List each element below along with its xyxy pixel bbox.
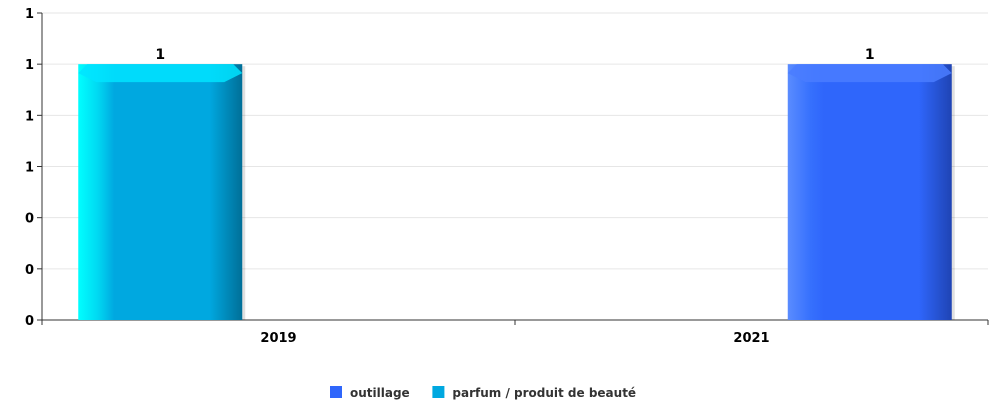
y-tick-label: 1	[25, 7, 34, 22]
legend-label: parfum / produit de beauté	[452, 386, 636, 400]
data-label: 1	[155, 47, 165, 63]
y-tick-label: 0	[25, 212, 34, 227]
bar-parfum / produit de beauté	[78, 64, 243, 321]
y-tick-label: 0	[25, 263, 34, 278]
bars	[78, 64, 955, 321]
y-tick-label: 1	[25, 161, 34, 176]
y-tick-label: 0	[25, 314, 34, 329]
legend-swatch-parfum / produit de beauté	[432, 386, 445, 398]
bar-outillage	[787, 64, 952, 321]
x-tick-label: 2021	[733, 331, 769, 346]
legend[interactable]: outillage parfum / produit de beauté	[330, 386, 636, 400]
bar-bevel	[78, 64, 243, 83]
y-tick-label: 1	[25, 58, 34, 73]
legend-label: outillage	[350, 386, 410, 400]
data-label: 1	[865, 47, 875, 63]
bar-bevel	[787, 64, 952, 83]
x-tick-label: 2019	[260, 331, 296, 346]
legend-swatch-outillage	[330, 386, 342, 398]
y-tick-label: 1	[25, 109, 34, 124]
